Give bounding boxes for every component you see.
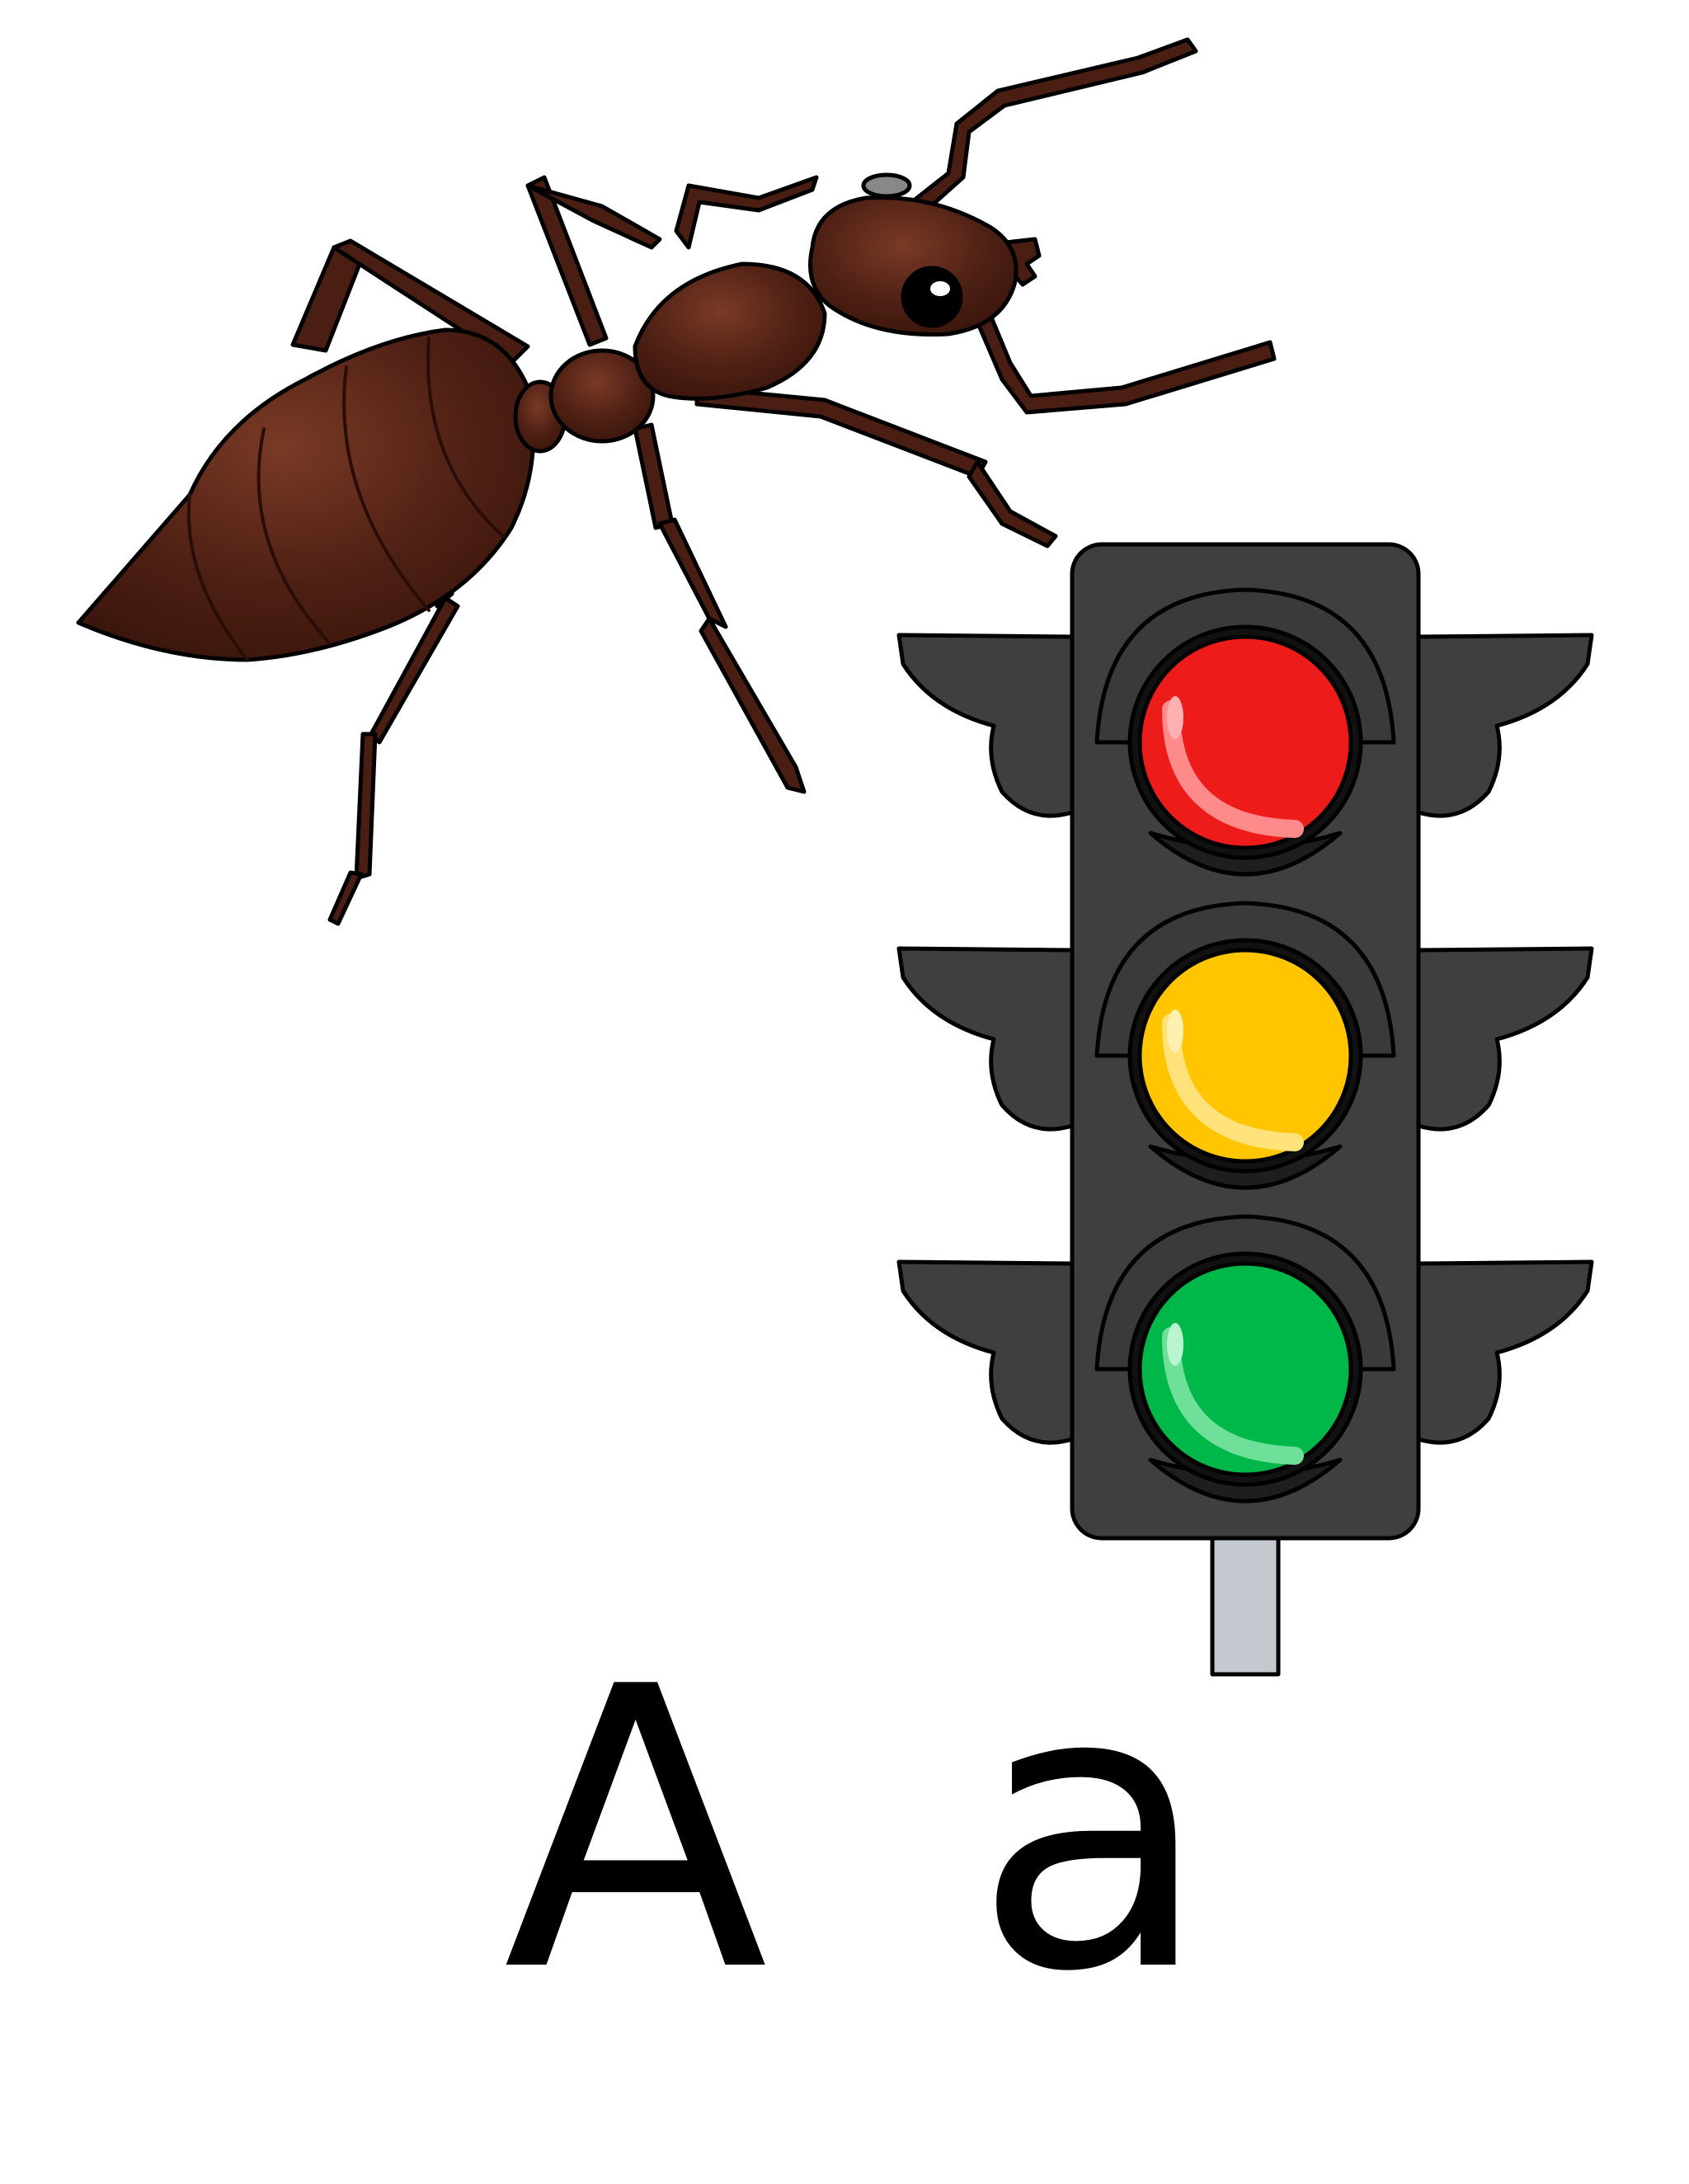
green-lamp [1127, 1251, 1363, 1487]
letter-pair: A a [0, 1605, 1689, 2056]
traffic-light-icon [896, 542, 1594, 1677]
yellow-lamp [1127, 938, 1363, 1174]
red-lamp [1127, 624, 1363, 860]
uppercase-letter: A [503, 1605, 769, 2056]
traffic-light-pole [1210, 1532, 1281, 1677]
ant-icon [76, 37, 1277, 926]
lowercase-letter: a [973, 1605, 1211, 2056]
